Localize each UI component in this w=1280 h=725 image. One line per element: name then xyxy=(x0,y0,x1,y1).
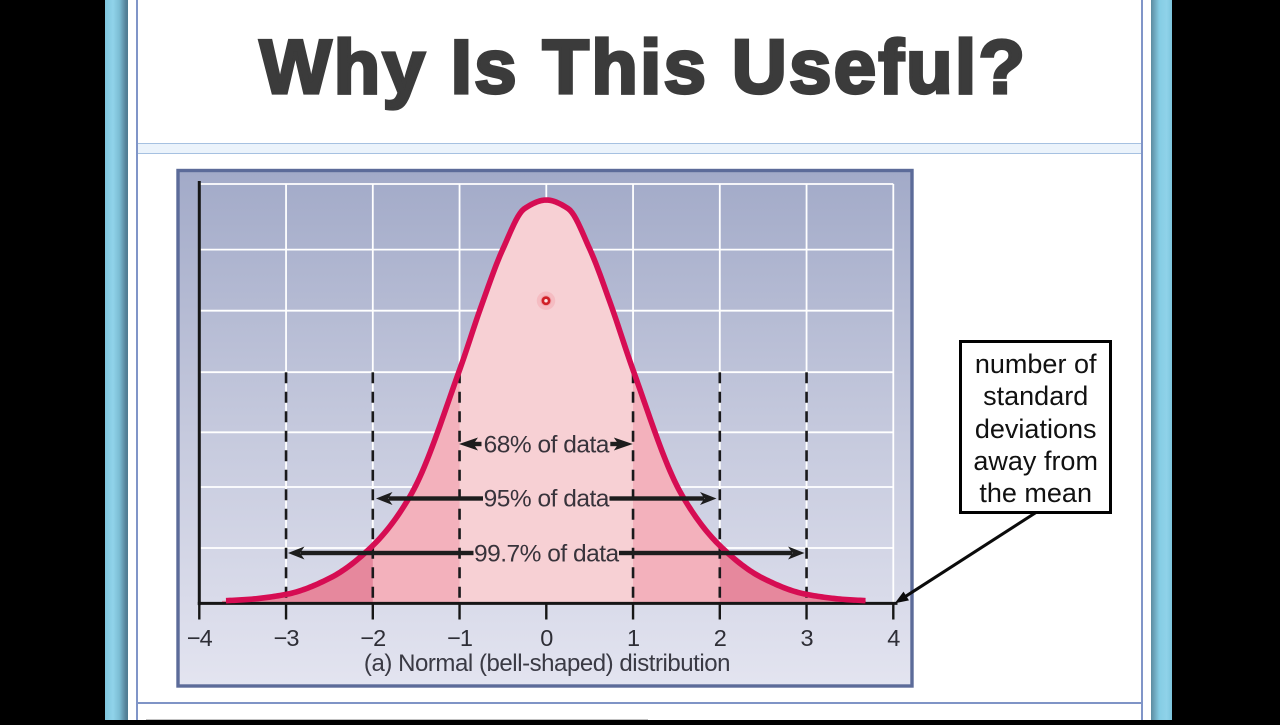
svg-text:3: 3 xyxy=(801,625,814,651)
svg-text:−2: −2 xyxy=(360,625,385,651)
svg-text:−4: −4 xyxy=(187,625,213,651)
svg-text:99.7% of data: 99.7% of data xyxy=(474,540,620,567)
svg-text:−1: −1 xyxy=(447,625,472,651)
svg-text:−3: −3 xyxy=(274,625,300,651)
svg-text:4: 4 xyxy=(887,625,900,651)
svg-text:1: 1 xyxy=(627,625,639,651)
svg-text:(a) Normal (bell-shaped) distr: (a) Normal (bell-shaped) distribution xyxy=(364,650,730,677)
svg-text:68% of data: 68% of data xyxy=(484,431,610,458)
svg-text:0: 0 xyxy=(540,625,553,651)
svg-text:95% of data: 95% of data xyxy=(484,486,610,513)
svg-text:2: 2 xyxy=(714,625,726,651)
